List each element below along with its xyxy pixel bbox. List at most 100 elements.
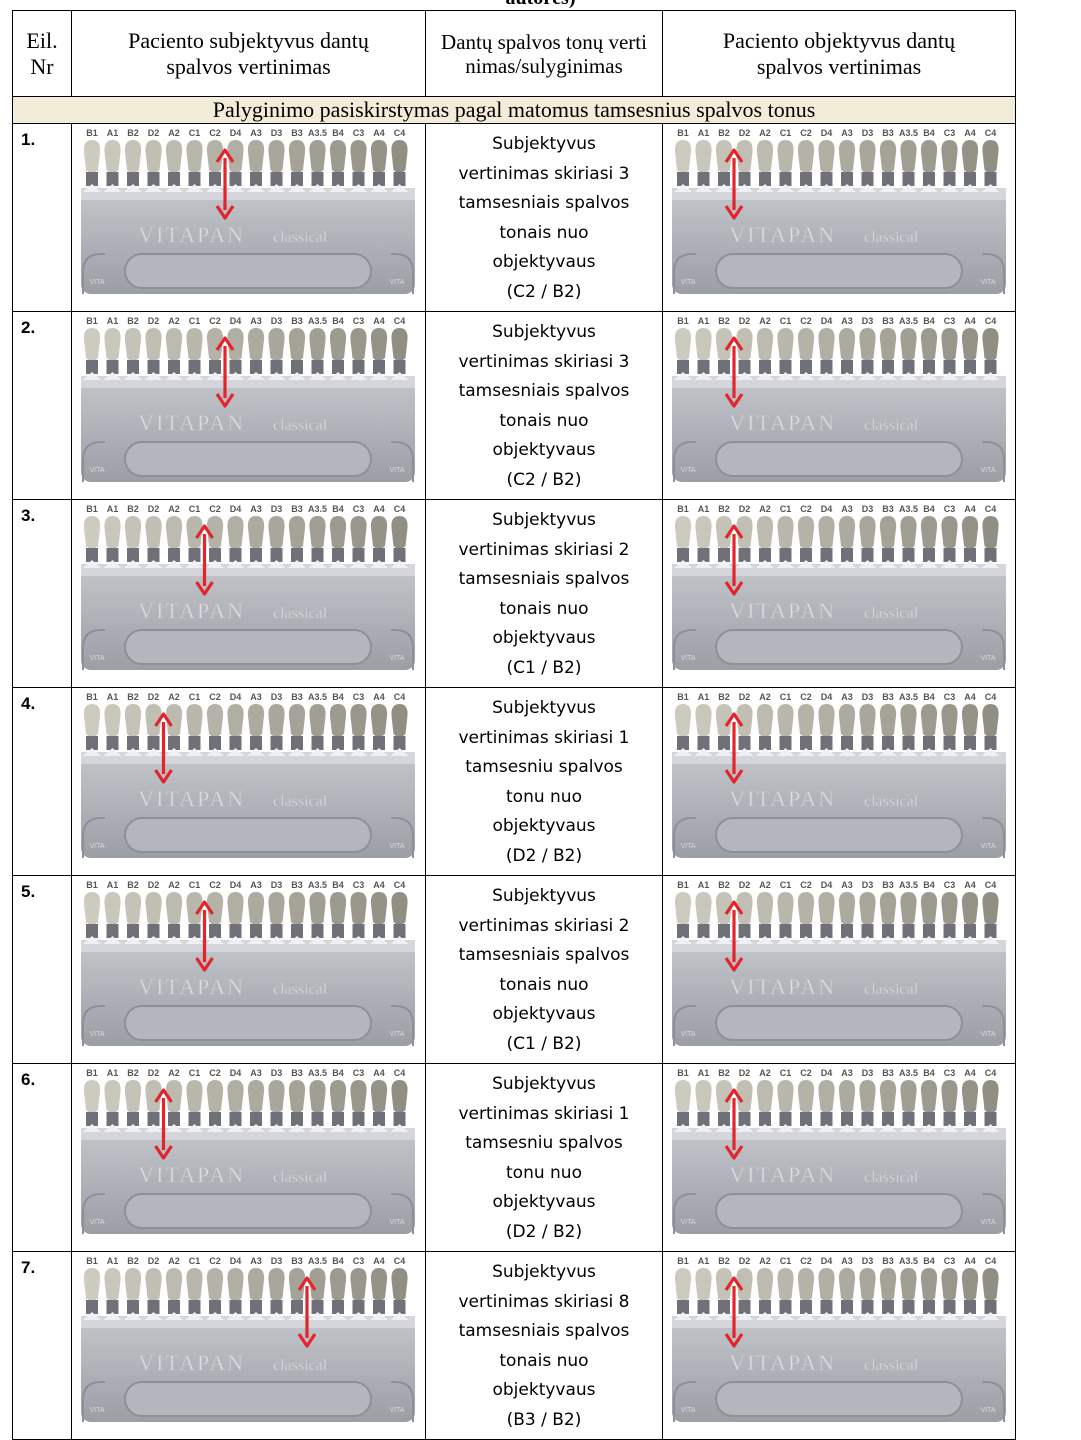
shade-tab [349, 704, 368, 756]
shade-tab-label: B2 [718, 1068, 730, 1078]
shade-tab [267, 140, 286, 192]
shade-tab-label: A3.5 [899, 880, 918, 890]
shade-tab-label: C3 [944, 504, 956, 514]
shade-tab-label: A3.5 [899, 504, 918, 514]
shade-tab [370, 140, 388, 192]
comparison-line: vertinimas skiriasi 8 [458, 1291, 630, 1312]
shade-tab-label: A1 [698, 1256, 710, 1266]
shade-tab-label: B1 [86, 692, 98, 702]
shade-tab [920, 140, 938, 192]
guide-brand-text: VITAPAN [729, 410, 836, 435]
shade-tab-label: C2 [800, 504, 812, 514]
shade-tab-label: D2 [148, 316, 160, 326]
shade-tab [247, 140, 265, 192]
shade-tab [776, 704, 795, 756]
shade-guide-slot [715, 253, 963, 289]
shade-tab-label: D3 [862, 692, 874, 702]
shade-tab [329, 1268, 347, 1320]
shade-tab-label: C4 [985, 692, 997, 702]
shade-tab-label: D2 [148, 504, 160, 514]
shade-tab-label: D3 [271, 316, 283, 326]
shade-tab-label: A4 [964, 1256, 976, 1266]
guide-model-text: classical [273, 229, 328, 246]
section-row: Palyginimo pasiskirstymas pagal matomus … [12, 96, 1016, 124]
shade-tab [776, 892, 795, 944]
shade-tab-label: C3 [944, 1256, 956, 1266]
comparison-line: (D2 / B2) [505, 845, 583, 866]
shade-tab [899, 1268, 918, 1320]
shade-tab [165, 892, 183, 944]
shade-guide-slot [715, 1005, 963, 1041]
shade-guide-slot [124, 1005, 372, 1041]
comparison-line: tonais nuo [499, 1350, 589, 1371]
shade-tab-label: B4 [332, 128, 344, 138]
comparison-cell: Subjektyvus vertinimas skiriasi 2 tamsesni… [425, 875, 663, 1064]
shade-tab-label: C4 [394, 880, 406, 890]
row-number: 1. [12, 123, 72, 312]
shade-tab [674, 1080, 692, 1132]
shade-tab [124, 1268, 142, 1320]
comparison-cell: Subjektyvus vertinimas skiriasi 8 tamsesni… [425, 1251, 663, 1440]
shade-tab-label: A3 [841, 504, 853, 514]
subjective-shade-guide-7: B1 A1 B2 D2 A2 C1 C2 D4 A3 D3 B3 A3.5 B4 C3 A4 C4 VITAPA… [81, 1256, 415, 1422]
comparison-line: Subjektyvus [492, 698, 596, 718]
shade-tab-label: C2 [800, 692, 812, 702]
shade-tab [940, 140, 959, 192]
shade-tab-label: B1 [677, 128, 689, 138]
shade-tab-label: D2 [739, 692, 751, 702]
guide-brand-text: VITAPAN [138, 974, 245, 999]
shade-tab [83, 704, 101, 756]
objective-cell: B1 A1 B2 D2 A2 C1 C2 D4 A3 D3 B3 A3.5 B4 C3 A4 C4 VITAPA… [662, 1251, 1016, 1440]
shade-tab-label: C4 [394, 692, 406, 702]
shade-tab [370, 1268, 388, 1320]
guide-corner-mark: VITA [980, 467, 995, 474]
shade-tab [247, 892, 265, 944]
shade-tab-label: A2 [759, 880, 771, 890]
guide-brand-text: VITAPAN [729, 1350, 836, 1375]
shade-tab [329, 328, 347, 380]
header-row: Eil. Nr Paciento subjektyvus dantų spalv… [12, 10, 1016, 97]
shade-selection-arrow [297, 1276, 317, 1348]
shade-tab-label: A2 [168, 504, 180, 514]
shade-tab [981, 704, 1000, 756]
shade-tab [858, 328, 877, 380]
guide-corner-mark: VITA [89, 1219, 104, 1226]
shade-tab-label: B3 [291, 692, 303, 702]
shade-tab [288, 328, 306, 380]
objective-shade-guide-1: B1 A1 B2 D2 A2 C1 C2 D4 A3 D3 B3 A3.5 B4 C3 A4 C4 VITAPA… [672, 128, 1006, 294]
shade-tab [144, 892, 163, 944]
guide-model-text: classical [864, 417, 919, 434]
shade-tab-label: C2 [209, 1256, 221, 1266]
guide-corner-mark: VITA [389, 1031, 404, 1038]
shade-tab [349, 1080, 368, 1132]
shade-tab-label: A4 [373, 504, 385, 514]
shade-tab [165, 1080, 183, 1132]
shade-tab-label: A4 [964, 692, 976, 702]
shade-tab-label: B4 [923, 1068, 935, 1078]
shade-selection-arrow [215, 336, 235, 408]
objective-cell: B1 A1 B2 D2 A2 C1 C2 D4 A3 D3 B3 A3.5 B4 C3 A4 C4 VITAPA… [662, 499, 1016, 688]
shade-tab [797, 1268, 815, 1320]
shade-tab [879, 1080, 897, 1132]
shade-selection-arrow [195, 524, 214, 596]
comparison-line: vertinimas skiriasi 2 [458, 915, 630, 936]
shade-tab-label: C4 [394, 1068, 406, 1078]
comparison-line: tonais nuo [499, 974, 589, 995]
shade-tab-label: A2 [759, 692, 771, 702]
shade-tab [329, 140, 347, 192]
subjective-shade-guide-3: B1 A1 B2 D2 A2 C1 C2 D4 A3 D3 B3 A3.5 B4 C3 A4 C4 VITAPA… [81, 504, 415, 670]
shade-tab [674, 892, 692, 944]
shade-tab [144, 140, 163, 192]
shade-tab [144, 704, 163, 756]
shade-tab [206, 516, 224, 568]
shade-tab [981, 516, 1000, 568]
shade-tab [83, 328, 101, 380]
shade-tab-label: A1 [698, 692, 710, 702]
guide-model-text: classical [864, 981, 919, 998]
subjective-shade-guide-1: B1 A1 B2 D2 A2 C1 C2 D4 A3 D3 B3 A3.5 B4 C3 A4 C4 VITAPA… [81, 128, 415, 294]
shade-tab-label: B2 [127, 1068, 139, 1078]
shade-tab-label: C3 [353, 128, 365, 138]
comparison-line: Subjektyvus [492, 1262, 596, 1282]
guide-corner-mark: VITA [680, 655, 695, 662]
shade-tab-label: A1 [698, 880, 710, 890]
